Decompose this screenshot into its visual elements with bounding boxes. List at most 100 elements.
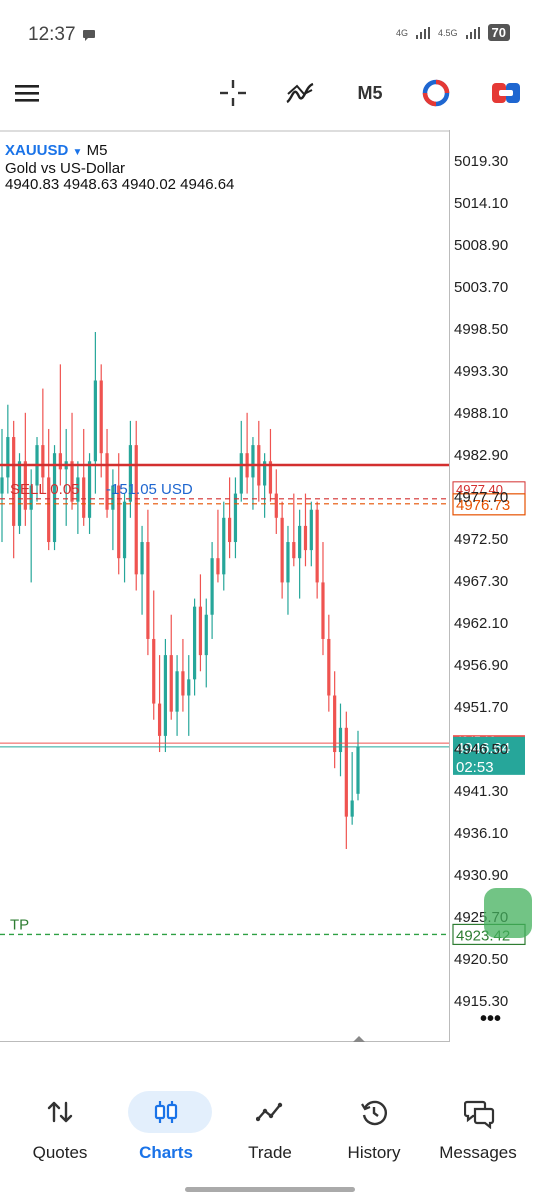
chat-notification-icon: [83, 30, 95, 41]
signal-icon-2: [465, 26, 480, 39]
indicators-button[interactable]: [283, 76, 317, 110]
price-axis-label: 4998.50: [454, 321, 508, 338]
candle-body: [239, 453, 243, 494]
nav-messages[interactable]: Messages: [424, 1091, 532, 1163]
position-label[interactable]: SELL 0.05: [10, 481, 80, 498]
candle-body: [152, 638, 156, 704]
price-axis-label: 4941.30: [454, 783, 508, 800]
candle-body: [356, 746, 360, 794]
crosshair-icon: [220, 80, 246, 106]
candle-body: [111, 485, 115, 510]
hidden-price-tag-text: 4977.40: [456, 482, 503, 497]
candle-body: [268, 461, 273, 494]
candle-body: [198, 606, 203, 656]
symbol-label[interactable]: XAUUSD: [5, 142, 69, 159]
candle-body: [303, 525, 308, 551]
candle-body: [344, 727, 348, 817]
scroll-marker-icon[interactable]: [353, 1036, 365, 1042]
candle-body: [187, 679, 191, 696]
price-axis-label: 4936.10: [454, 825, 508, 842]
position-pnl: -151.05 USD: [106, 481, 193, 498]
trade-panel-icon: [492, 83, 520, 103]
candle-body: [99, 380, 103, 454]
candle-body: [204, 614, 208, 656]
floating-trade-button[interactable]: [484, 888, 532, 938]
candle-body: [76, 477, 80, 502]
menu-icon: [15, 85, 39, 102]
candle-body: [327, 638, 331, 696]
nav-messages-label: Messages: [439, 1143, 517, 1162]
candle-body: [122, 501, 127, 559]
candle-body: [140, 542, 144, 575]
candle-body: [93, 380, 97, 462]
candle-body: [210, 558, 214, 615]
candle-body: [41, 445, 45, 478]
price-axis-label: 4993.30: [454, 363, 508, 380]
symbol-description: Gold vs US-Dollar: [5, 160, 126, 177]
bottom-navigation: Quotes Charts Trade History Messag: [0, 1085, 540, 1165]
candle-body: [338, 727, 343, 753]
nav-charts-label: Charts: [139, 1143, 193, 1162]
candle-body: [286, 542, 290, 583]
signal-icon: [416, 26, 431, 39]
price-axis-label: 4951.70: [454, 699, 508, 716]
price-axis-label: 4982.90: [454, 447, 508, 464]
one-click-trading-button[interactable]: [418, 76, 454, 110]
bid-price-text: 4946.64: [456, 740, 510, 757]
candle-body: [157, 703, 162, 736]
candle-body: [263, 461, 267, 486]
trade-levels-group: SELL 0.05-151.05 USD4977.404976.734947.1…: [0, 463, 526, 946]
bid-price-tag: [453, 736, 525, 775]
candle-body: [315, 509, 319, 583]
price-axis-label: 4946.50: [454, 741, 508, 758]
nav-charts[interactable]: Charts: [112, 1091, 220, 1163]
charts-candles-icon: [154, 1101, 178, 1123]
price-axis-label: 4930.90: [454, 867, 508, 884]
chart-overlay-group: •••13 Feb 03:4013 Feb 07:4013 Feb 11:40: [353, 888, 532, 1042]
menu-button[interactable]: [10, 76, 44, 110]
price-axis-label: 4956.90: [454, 657, 508, 674]
candle-body: [280, 517, 284, 583]
price-axis-label: 4915.30: [454, 993, 508, 1010]
ohlc-values: 4940.83 4948.63 4940.02 4946.64: [5, 176, 235, 193]
price-axis-label: 4977.70: [454, 489, 508, 506]
candle-body: [12, 437, 16, 526]
candle-body: [163, 655, 168, 736]
nav-trade[interactable]: Trade: [216, 1091, 324, 1163]
candle-body: [192, 606, 197, 680]
candle-body: [87, 461, 92, 518]
timeframe-button[interactable]: M5: [357, 82, 383, 103]
candle-body: [175, 671, 179, 712]
crosshair-button[interactable]: [216, 76, 250, 110]
candles-group: [0, 332, 360, 849]
candle-body: [134, 445, 138, 575]
nav-quotes[interactable]: Quotes: [6, 1091, 114, 1163]
home-indicator[interactable]: [185, 1187, 355, 1192]
price-chart[interactable]: SELL 0.05-151.05 USD4977.404976.734947.1…: [0, 130, 540, 1042]
trade-line-icon: [256, 1102, 283, 1122]
more-options-icon[interactable]: •••: [480, 1008, 501, 1030]
candle-body: [222, 517, 226, 575]
candle-body: [105, 453, 109, 510]
candle-body: [274, 493, 278, 518]
network-4g-label: 4G: [396, 27, 409, 38]
candle-body: [0, 477, 4, 494]
candle-body: [70, 461, 74, 502]
nav-trade-label: Trade: [248, 1143, 292, 1162]
candle-body: [47, 477, 51, 543]
chart-area[interactable]: SELL 0.05-151.05 USD4977.404976.734947.1…: [0, 130, 540, 1042]
symbol-dropdown-icon[interactable]: ▼: [72, 147, 83, 158]
trade-panel-button[interactable]: [488, 76, 524, 110]
price-axis-label: 4962.10: [454, 615, 508, 632]
nav-history[interactable]: History: [320, 1091, 428, 1163]
one-click-trading-icon: [422, 79, 450, 107]
price-axis-label: 5008.90: [454, 237, 508, 254]
status-icons: 4G 4.5G 70: [396, 24, 510, 41]
candle-body: [52, 453, 57, 543]
candle-body: [233, 493, 238, 543]
bar-countdown: 02:53: [456, 759, 494, 776]
candle-body: [146, 542, 150, 639]
candle-body: [321, 582, 325, 639]
nav-quotes-label: Quotes: [32, 1143, 88, 1162]
candle-body: [17, 461, 22, 526]
